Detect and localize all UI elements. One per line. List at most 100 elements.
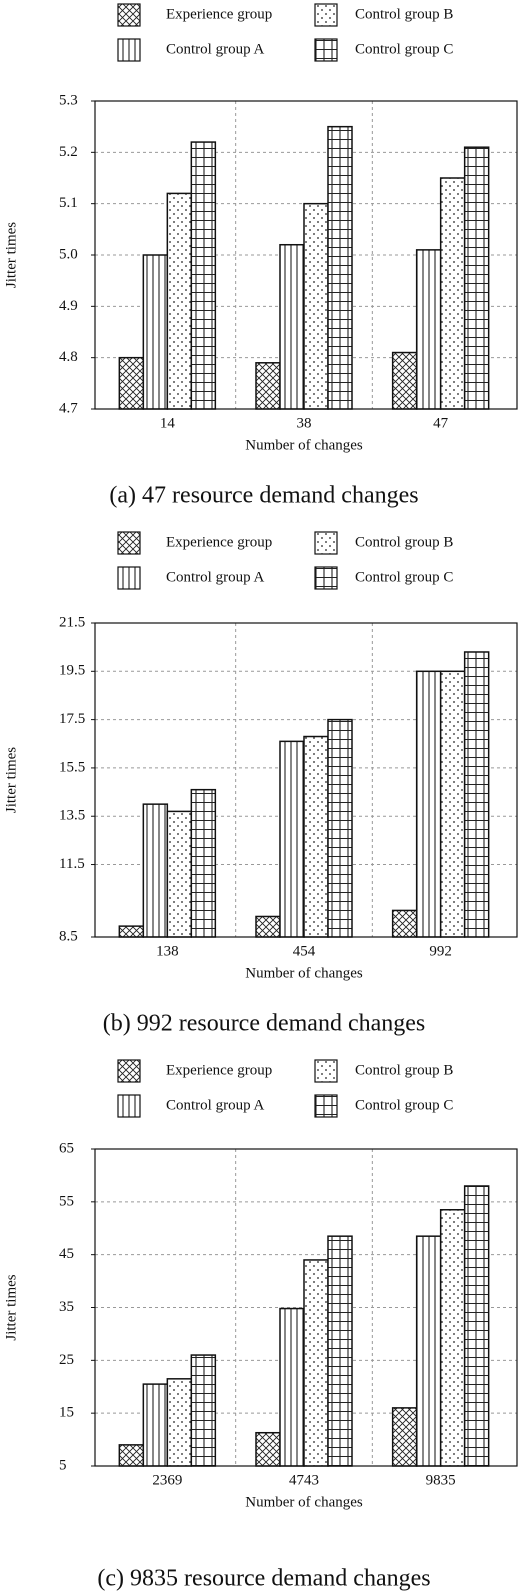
- x-axis-label: Number of changes: [245, 437, 363, 453]
- legend-label: Control group B: [355, 1062, 453, 1078]
- x-tick-label: 2369: [152, 1472, 182, 1488]
- y-tick-label: 35: [59, 1299, 74, 1315]
- chart-panel: Experience group Control group A Control g…: [3, 3, 518, 509]
- bar: [166, 1378, 193, 1467]
- plot-frame: [94, 100, 518, 410]
- legend-label: Control group B: [355, 6, 453, 22]
- x-tick-label: 138: [156, 943, 179, 959]
- bar: [118, 356, 145, 410]
- x-tick-label: 38: [297, 415, 312, 431]
- bar: [463, 1185, 490, 1467]
- legend-swatch: [314, 566, 338, 590]
- y-tick-label: 17.5: [59, 711, 85, 727]
- x-tick-label: 9835: [426, 1472, 456, 1488]
- y-tick-label: 5.0: [59, 246, 78, 262]
- legend-label: Control group B: [355, 534, 453, 550]
- legend-swatch: [314, 38, 338, 62]
- x-axis-label: Number of changes: [245, 1494, 363, 1510]
- legend-swatch: [117, 3, 141, 27]
- bar: [279, 1307, 305, 1467]
- bar: [439, 1209, 466, 1467]
- bar: [415, 670, 442, 938]
- legend-label: Experience group: [166, 534, 272, 550]
- legend-swatch: [117, 1059, 141, 1083]
- bar: [327, 125, 353, 410]
- bar: [255, 1431, 281, 1467]
- bar: [279, 740, 305, 938]
- bar: [303, 202, 329, 410]
- caption: (b) 992 resource demand changes: [103, 1011, 426, 1037]
- y-tick-label: 4.9: [59, 298, 78, 314]
- y-axis-label: Jitter times: [3, 1274, 19, 1340]
- chart-panel: Experience group Control group A Control g…: [3, 1059, 518, 1592]
- legend-swatch: [314, 1094, 338, 1118]
- y-tick-label: 8.5: [59, 928, 78, 944]
- y-tick-label: 19.5: [59, 663, 85, 679]
- bar: [118, 1444, 145, 1467]
- legend-swatch: [117, 1094, 141, 1118]
- y-tick-label: 4.8: [59, 349, 78, 365]
- plot-frame: [94, 622, 518, 938]
- chart-panel: Experience group Control group A Control g…: [3, 531, 518, 1037]
- y-tick-label: 21.5: [59, 614, 85, 630]
- bar: [255, 915, 281, 938]
- y-tick-label: 15: [59, 1405, 74, 1421]
- x-tick-label: 47: [433, 415, 449, 431]
- bar: [303, 1259, 329, 1467]
- bar: [327, 718, 353, 938]
- bar: [391, 1407, 418, 1467]
- y-tick-label: 15.5: [59, 759, 85, 775]
- bar: [255, 362, 281, 410]
- bar: [142, 254, 169, 410]
- bar: [391, 351, 418, 410]
- bar: [142, 803, 169, 938]
- legend-swatch: [314, 531, 338, 555]
- y-tick-label: 5.1: [59, 195, 78, 211]
- y-tick-label: 65: [59, 1140, 74, 1156]
- legend-swatch: [117, 566, 141, 590]
- legend-swatch: [117, 38, 141, 62]
- bar: [303, 735, 329, 938]
- bar: [279, 243, 305, 410]
- bar: [166, 192, 193, 410]
- bar: [142, 1383, 169, 1467]
- bar: [166, 810, 193, 938]
- legend-label: Control group C: [355, 41, 453, 57]
- x-tick-label: 14: [160, 415, 176, 431]
- y-tick-label: 5: [59, 1457, 67, 1473]
- bar: [439, 670, 466, 938]
- caption: (a) 47 resource demand changes: [109, 483, 418, 509]
- x-tick-label: 454: [293, 943, 316, 959]
- y-axis-label: Jitter times: [3, 222, 19, 288]
- y-tick-label: 5.3: [59, 92, 78, 108]
- y-tick-label: 25: [59, 1352, 74, 1368]
- bar: [415, 1235, 442, 1467]
- x-tick-label: 4743: [289, 1472, 319, 1488]
- legend-label: Experience group: [166, 6, 272, 22]
- y-tick-label: 13.5: [59, 808, 85, 824]
- legend-swatch: [314, 1059, 338, 1083]
- x-axis-label: Number of changes: [245, 965, 363, 981]
- y-tick-label: 45: [59, 1246, 74, 1262]
- y-tick-label: 55: [59, 1193, 74, 1209]
- legend-label: Control group A: [166, 1097, 265, 1113]
- bar: [415, 249, 442, 410]
- bar: [439, 177, 466, 410]
- bar: [391, 909, 418, 938]
- bar: [190, 141, 217, 410]
- x-tick-label: 992: [429, 943, 452, 959]
- y-tick-label: 11.5: [59, 856, 85, 872]
- bar: [327, 1235, 353, 1467]
- legend-label: Experience group: [166, 1062, 272, 1078]
- y-tick-label: 5.2: [59, 144, 78, 160]
- bar: [118, 925, 145, 938]
- legend-label: Control group A: [166, 569, 265, 585]
- caption: (c) 9835 resource demand changes: [97, 1566, 430, 1592]
- bar: [463, 146, 490, 410]
- y-axis-label: Jitter times: [3, 747, 19, 813]
- bar: [190, 1354, 217, 1467]
- y-tick-label: 4.7: [59, 400, 78, 416]
- legend-swatch: [117, 531, 141, 555]
- legend-swatch: [314, 3, 338, 27]
